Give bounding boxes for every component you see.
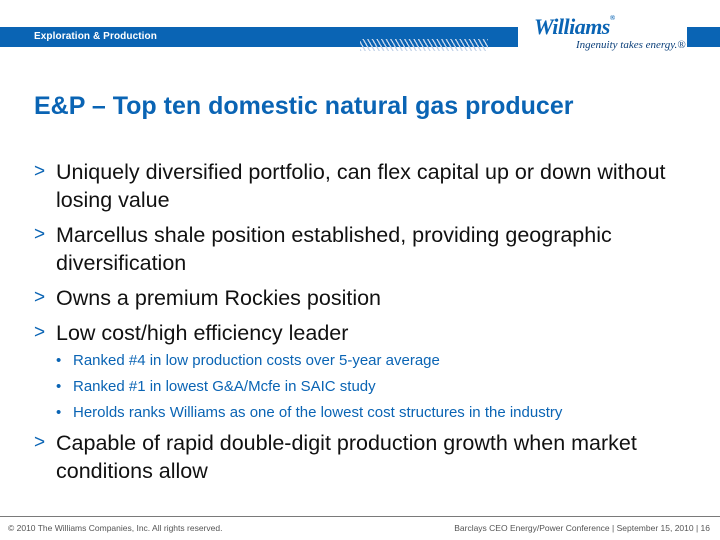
williams-logo: Williams® Ingenuity takes energy.® [534, 14, 686, 58]
bullet-text: Marcellus shale position established, pr… [56, 223, 612, 275]
sub-bullet-text: Ranked #1 in lowest G&A/Mcfe in SAIC stu… [73, 378, 376, 395]
sub-bullet-item: • Herolds ranks Williams as one of the lo… [34, 403, 694, 422]
bullet-marker: > [34, 224, 46, 245]
header-bar-right [687, 27, 720, 47]
bullet-marker: > [34, 161, 46, 182]
bullet-item: > Capable of rapid double-digit productio… [34, 429, 694, 485]
section-label: Exploration & Production [34, 31, 157, 42]
sub-bullet-marker: • [56, 404, 62, 421]
sub-bullet-item: • Ranked #1 in lowest G&A/Mcfe in SAIC st… [34, 377, 694, 396]
sub-bullet-marker: • [56, 352, 62, 369]
bullet-item: > Uniquely diversified portfolio, can fle… [34, 158, 694, 214]
slide-content: > Uniquely diversified portfolio, can fle… [34, 158, 694, 492]
sub-bullet-text: Ranked #4 in low production costs over 5… [73, 352, 440, 369]
bullet-text: Uniquely diversified portfolio, can flex… [56, 160, 666, 212]
logo-wordmark: Williams® [534, 14, 615, 39]
bullet-text: Capable of rapid double-digit production… [56, 431, 637, 483]
bullet-text: Low cost/high efficiency leader [56, 321, 349, 345]
sub-bullet-marker: • [56, 378, 62, 395]
bullet-item: > Owns a premium Rockies position [34, 284, 694, 312]
slide-title: E&P – Top ten domestic natural gas produ… [34, 92, 574, 120]
bullet-item: > Low cost/high efficiency leader [34, 319, 694, 347]
sub-bullet-text: Herolds ranks Williams as one of the low… [73, 404, 563, 421]
footer-divider [0, 516, 720, 517]
logo-tagline: Ingenuity takes energy.® [576, 39, 686, 51]
bullet-marker: > [34, 432, 46, 453]
bullet-marker: > [34, 287, 46, 308]
footer-copyright: © 2010 The Williams Companies, Inc. All … [8, 523, 223, 533]
bullet-item: > Marcellus shale position established, p… [34, 221, 694, 277]
decorative-hatch [360, 39, 488, 51]
sub-bullet-item: • Ranked #4 in low production costs over … [34, 351, 694, 370]
bullet-marker: > [34, 322, 46, 343]
footer-event-info: Barclays CEO Energy/Power Conference | S… [454, 523, 710, 533]
bullet-text: Owns a premium Rockies position [56, 286, 382, 310]
